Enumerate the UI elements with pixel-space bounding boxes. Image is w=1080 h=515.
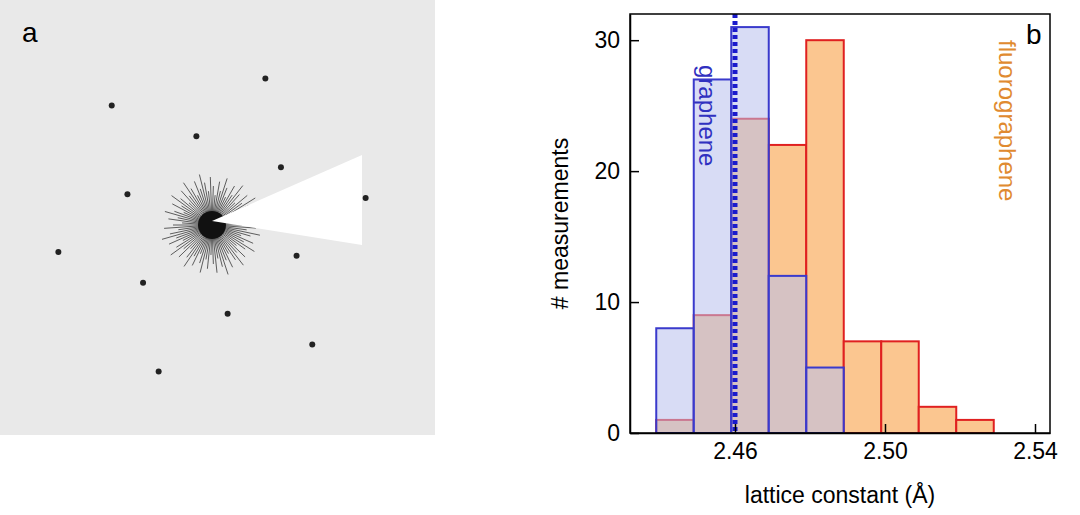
histogram-bar: [844, 341, 882, 433]
y-tick-mark: [630, 40, 639, 42]
histogram-panel: 2.46 2.50 2.54 0 10 20 30 lattice constant (Å) #…: [547, 14, 1058, 508]
y-tick-label: 0: [607, 420, 620, 446]
diffraction-panel: a: [0, 0, 435, 435]
histogram-bar: [956, 420, 994, 433]
series-bars: [656, 27, 844, 433]
beam-core: [198, 211, 226, 239]
diffraction-spot: [278, 164, 284, 170]
reference-line: [733, 14, 738, 433]
y-tick-mark: [630, 433, 639, 435]
x-axis-line: [631, 433, 1051, 435]
plot-frame: [630, 14, 1050, 433]
series-bars: [656, 40, 994, 433]
histogram-bar: [769, 276, 807, 433]
x-axis: 2.46 2.50 2.54: [631, 424, 1059, 464]
diffraction-spot: [193, 133, 199, 139]
y-tick-mark: [630, 302, 639, 304]
histogram-bar: [881, 341, 919, 433]
x-tick-mark: [1035, 424, 1037, 433]
panel-label: b: [1026, 19, 1042, 50]
x-tick: 2.50: [863, 424, 908, 464]
x-tick-label: 2.50: [863, 438, 908, 464]
series-label: graphene: [694, 65, 721, 166]
diffraction-spot: [109, 102, 115, 108]
histogram-bar: [806, 40, 844, 433]
histogram-bar: [919, 407, 957, 433]
plot-area: [656, 14, 994, 433]
diffraction-spot: [156, 369, 162, 375]
diffraction-spot: [55, 249, 61, 255]
y-axis: 0 10 20 30: [594, 15, 639, 446]
diffraction-spots: [55, 75, 368, 374]
diffraction-spot: [262, 75, 268, 81]
panel-label: a: [22, 17, 38, 48]
diffraction-spot: [363, 195, 369, 201]
diffraction-spot: [140, 280, 146, 286]
y-tick: 30: [594, 27, 639, 53]
x-tick-label: 2.46: [713, 438, 758, 464]
diffraction-spot: [225, 311, 231, 317]
y-axis-line: [630, 15, 632, 434]
y-tick: 10: [594, 289, 639, 315]
diffraction-spot: [309, 342, 315, 348]
y-tick-label: 30: [594, 27, 620, 53]
histogram-bar: [806, 368, 844, 433]
x-tick: 2.46: [713, 424, 758, 464]
x-tick-label: 2.54: [1013, 438, 1058, 464]
x-tick: 2.54: [1013, 424, 1058, 464]
diffraction-spot: [124, 191, 130, 197]
diffraction-spot: [294, 253, 300, 259]
histogram-bar: [769, 145, 807, 433]
y-tick: 0: [607, 420, 639, 446]
series-label: fluorographene: [994, 40, 1021, 201]
figure: a 2.46 2.50 2.54 0 10 20 30 lattice constant (Å)…: [0, 0, 1080, 515]
histogram-bar: [656, 328, 694, 433]
y-tick-label: 10: [594, 289, 620, 315]
y-tick: 20: [594, 158, 639, 184]
x-tick-mark: [735, 424, 737, 433]
y-tick-mark: [630, 171, 639, 173]
y-axis-title: # measurements: [547, 138, 573, 309]
x-tick-mark: [885, 424, 887, 433]
x-axis-title: lattice constant (Å): [745, 481, 935, 508]
y-tick-label: 20: [594, 158, 620, 184]
image-background: [0, 0, 435, 435]
beam-stop: [212, 155, 362, 245]
